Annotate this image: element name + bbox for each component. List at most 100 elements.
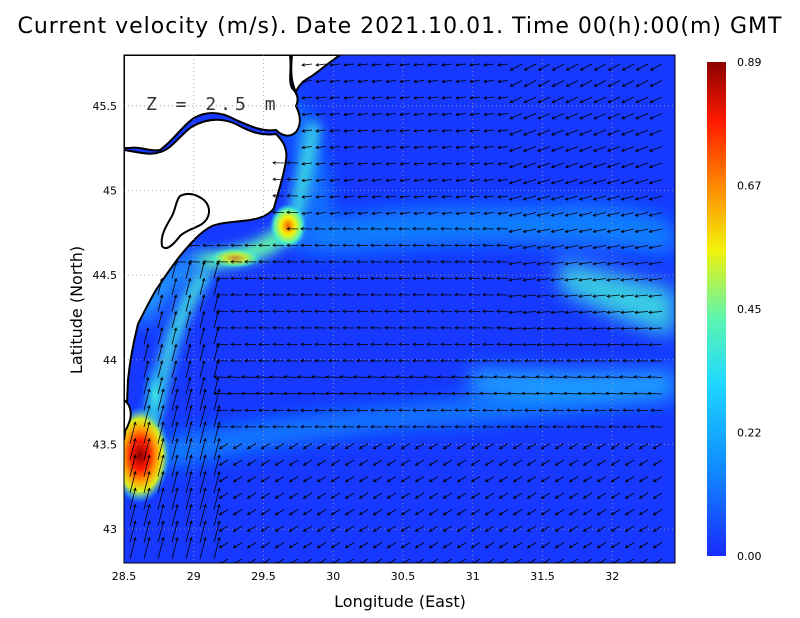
current-arrow — [302, 162, 313, 165]
current-arrow-head — [554, 511, 559, 516]
current-arrow — [470, 162, 481, 165]
current-arrow-head — [187, 360, 192, 365]
current-arrow-head — [633, 375, 637, 379]
current-arrow-head — [470, 478, 475, 483]
current-arrow — [213, 344, 219, 362]
current-arrow — [470, 129, 481, 132]
colorbar-tick-label: 0.67 — [737, 180, 762, 193]
current-arrow-head — [358, 462, 363, 466]
current-arrow-head — [314, 227, 318, 231]
current-arrow — [537, 113, 551, 120]
current-arrow-head — [454, 243, 458, 248]
current-arrow — [538, 63, 551, 71]
current-arrow — [429, 443, 439, 450]
current-arrow-head — [314, 359, 318, 363]
current-arrow — [621, 195, 635, 200]
current-arrow-head — [456, 528, 461, 532]
current-arrow-head — [496, 359, 500, 363]
current-arrow-head — [370, 293, 374, 297]
current-arrow-head — [413, 178, 418, 183]
current-arrow-head — [441, 162, 446, 166]
current-arrow-head — [483, 211, 488, 216]
current-arrow-head — [414, 511, 419, 516]
current-arrow — [297, 392, 313, 395]
current-arrow — [552, 80, 565, 87]
current-arrow-head — [470, 528, 475, 532]
current-arrow-head — [454, 342, 458, 347]
current-arrow — [276, 558, 285, 563]
current-arrow — [579, 294, 593, 297]
current-arrow-head — [564, 229, 569, 233]
current-arrow-head — [187, 294, 192, 299]
current-arrow — [171, 344, 177, 362]
current-arrow — [583, 509, 593, 516]
current-arrow-head — [535, 375, 539, 379]
current-arrow-head — [441, 63, 446, 67]
current-arrow — [579, 278, 593, 281]
current-arrow-head — [272, 293, 276, 297]
current-arrow — [551, 261, 565, 265]
current-arrow-head — [412, 243, 416, 248]
current-arrow — [607, 294, 621, 297]
current-arrow-head — [482, 243, 486, 248]
current-arrow — [428, 146, 439, 149]
current-arrow — [373, 525, 383, 532]
current-arrow — [358, 63, 369, 66]
current-arrow-head — [596, 478, 601, 483]
current-arrow-head — [384, 425, 388, 429]
current-arrow-head — [330, 462, 335, 466]
current-arrow-head — [244, 425, 248, 429]
current-arrow-head — [509, 116, 514, 120]
current-arrow — [649, 278, 663, 281]
current-arrow-head — [592, 245, 597, 250]
current-arrow-head — [328, 359, 332, 363]
current-arrow-head — [367, 375, 371, 379]
current-arrow — [619, 392, 635, 395]
current-arrow — [442, 113, 453, 116]
current-arrow-head — [579, 99, 584, 104]
current-arrow — [428, 162, 439, 165]
current-arrow — [171, 537, 178, 560]
current-arrow-head — [330, 528, 335, 532]
current-arrow-head — [568, 528, 573, 532]
current-arrow-head — [455, 63, 460, 67]
current-arrow — [199, 377, 205, 395]
current-arrow — [579, 113, 593, 120]
current-arrow-head — [620, 278, 625, 282]
current-arrow — [143, 504, 150, 527]
current-arrow — [621, 179, 635, 184]
current-arrow-head — [552, 359, 556, 363]
current-arrow-head — [232, 445, 237, 450]
current-arrow — [344, 146, 355, 149]
current-arrow — [185, 405, 192, 428]
current-arrow — [536, 327, 551, 330]
current-arrow — [527, 525, 537, 532]
current-arrow — [185, 377, 191, 395]
current-arrow — [592, 327, 607, 330]
current-arrow-head — [635, 99, 640, 104]
current-arrow-head — [636, 359, 640, 363]
current-arrow-head — [399, 96, 404, 100]
current-arrow-head — [301, 162, 306, 166]
current-arrow-head — [370, 408, 374, 413]
current-arrow-head — [258, 326, 262, 330]
current-arrow — [302, 80, 313, 83]
current-arrow-head — [607, 99, 612, 104]
current-arrow-head — [297, 391, 301, 396]
current-arrow-head — [274, 528, 279, 532]
current-arrow — [359, 509, 369, 516]
current-arrow-head — [610, 445, 615, 450]
current-arrow-head — [159, 360, 164, 365]
current-arrow-head — [381, 375, 385, 379]
current-arrow — [583, 459, 593, 466]
current-arrow — [400, 80, 411, 83]
current-arrow — [470, 113, 481, 116]
current-arrow — [508, 327, 523, 330]
current-arrow — [157, 405, 164, 428]
current-arrow-head — [201, 343, 206, 348]
current-arrow-head — [441, 211, 446, 216]
current-arrow — [552, 96, 565, 103]
current-arrow-head — [316, 528, 321, 532]
current-arrow — [331, 525, 341, 532]
